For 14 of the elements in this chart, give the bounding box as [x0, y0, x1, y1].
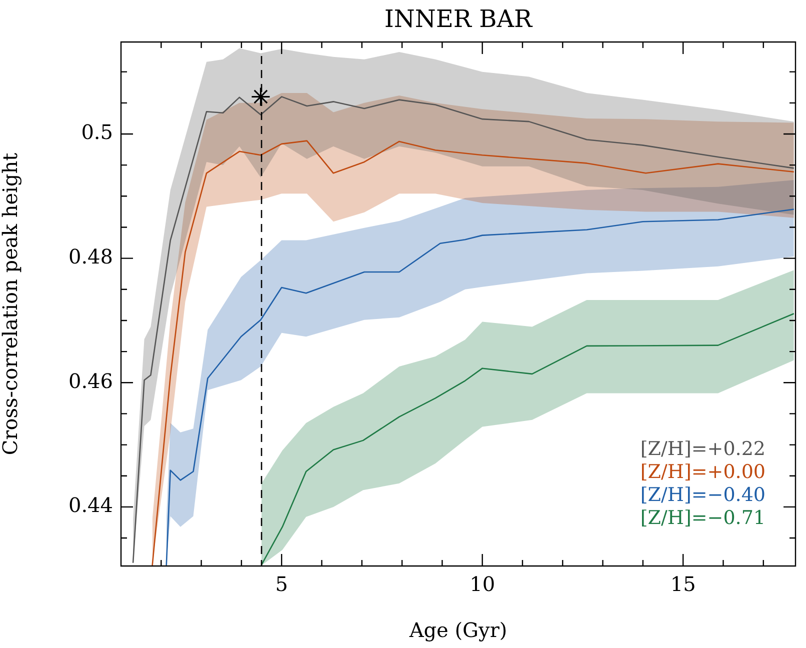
x-tick-label: 15	[670, 572, 696, 596]
text: [Z/H]=−0.40	[640, 484, 766, 506]
y-tick-label: 0.46	[68, 368, 113, 393]
x-tick-label: 5	[275, 572, 288, 596]
y-tick-label: 0.48	[68, 244, 113, 269]
y-tick-label: 0.5	[81, 120, 113, 144]
y-axis-title: Cross-correlation peak height	[0, 152, 22, 456]
text: [Z/H]=−0.71	[640, 507, 766, 529]
text: [Z/H]=+0.00	[640, 461, 766, 483]
y-tick-label: 0.44	[68, 493, 113, 518]
chart-title: INNER BAR	[384, 5, 534, 34]
text: [Z/H]=+0.22	[640, 438, 766, 460]
x-tick-label: 10	[470, 572, 496, 596]
x-axis-title: Age (Gyr)	[408, 618, 508, 642]
